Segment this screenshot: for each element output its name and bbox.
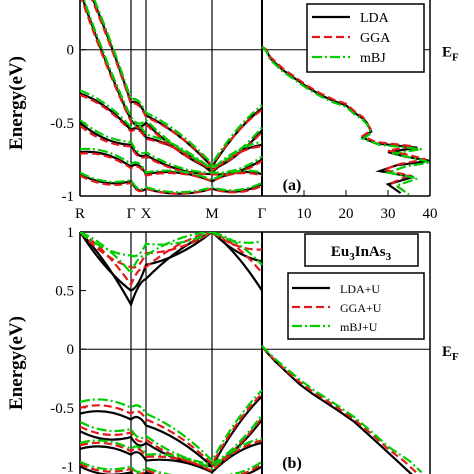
band-line-mbj <box>80 89 263 172</box>
legend-label: LDA <box>360 11 390 26</box>
legend: LDA GGA mBJ <box>306 3 425 73</box>
k-point-label: Γ <box>258 206 267 222</box>
k-point-label: X <box>141 206 152 222</box>
band-line-mbj <box>80 171 263 194</box>
legend: LDA+U GGA+U mBJ+U <box>287 272 425 340</box>
band-line-mbj <box>82 0 263 168</box>
panel-b: 1 0.5 0 -0.5 -1 Energy(eV) EF (b) LDA+U GGA+U mBJ+… <box>6 225 459 474</box>
band-line-lda-plusu <box>80 441 263 474</box>
fermi-label-main: E <box>442 344 452 360</box>
band-line-gga <box>80 174 263 195</box>
dos-x-tick-label: 10 <box>297 206 312 222</box>
y-tick-label: 1 <box>67 225 75 241</box>
band-line-mbj <box>93 0 263 166</box>
band-line-mbj-plusu <box>80 460 263 474</box>
legend-label: mBJ+U <box>340 320 378 334</box>
plot-series-group <box>80 232 423 474</box>
y-tick-label: -0.5 <box>50 116 74 132</box>
figure-layer: 0-0.5-1Energy(eV)EF(a)LDAGGAmBJ10.50-0.5… <box>6 0 459 474</box>
dos-line-mbj-plusu <box>261 344 423 474</box>
band-line-lda <box>80 173 263 195</box>
dos-x-tick-label: 30 <box>381 206 396 222</box>
legend-label: GGA <box>360 31 391 46</box>
plot-series-group <box>80 0 430 196</box>
fermi-label: EF <box>442 344 459 363</box>
band-line-lda-plusu <box>80 232 263 292</box>
y-tick-label: -0.5 <box>50 401 74 417</box>
fermi-label: EF <box>442 45 459 64</box>
band-line-mbj-plusu <box>80 437 263 471</box>
band-line-mbj <box>80 119 263 174</box>
panel-label: (b) <box>282 455 302 472</box>
band-line-mbj-plusu <box>80 414 263 466</box>
legend-label: LDA+U <box>340 282 380 296</box>
band-line-gga-plusu <box>80 463 263 474</box>
legend-label: mBJ <box>360 51 386 66</box>
band-line-gga-plusu <box>80 439 263 473</box>
compound-title-part: Eu <box>331 244 349 260</box>
k-point-label: R <box>75 206 85 222</box>
y-tick-label: -1 <box>62 189 75 205</box>
band-line-mbj <box>80 147 263 182</box>
compound-title: Eu3InAs3 <box>331 244 392 263</box>
band-line-gga-plusu <box>80 232 263 288</box>
panel-a: 0 -0.5 -1 Energy(eV) EF (a) LDA GGA mBJ <box>6 0 459 205</box>
band-line-gga-plusu <box>80 232 263 269</box>
band-line-gga <box>90 0 263 168</box>
band-line-mbj-plusu <box>80 232 263 276</box>
band-line-lda-plusu <box>80 465 263 474</box>
y-tick-label: -1 <box>62 459 75 474</box>
band-line-lda-plusu <box>80 395 263 469</box>
fermi-label-sub: F <box>452 351 459 363</box>
dos-line-mbj <box>261 46 430 196</box>
dos-x-tick-label: 20 <box>339 206 354 222</box>
dos-x-tick-label: 40 <box>423 206 438 222</box>
band-line-mbj-plusu <box>80 232 263 258</box>
compound-title-part: InAs <box>355 244 386 260</box>
y-tick-label: 0.5 <box>55 284 74 300</box>
y-tick-label: 0 <box>67 43 75 59</box>
k-point-label: M <box>205 206 218 222</box>
band-line-gga-plusu <box>80 392 263 466</box>
y-tick-label: 0 <box>67 342 75 358</box>
k-point-label: Γ <box>127 206 136 222</box>
fermi-label-main: E <box>442 45 452 61</box>
y-axis-title: Energy(eV) <box>6 316 27 410</box>
panel-label: (a) <box>283 177 302 194</box>
band-line-mbj-plusu <box>80 389 263 463</box>
band-line-gga-plusu <box>80 416 263 468</box>
band-line-gga <box>80 152 263 183</box>
compound-box <box>304 233 419 267</box>
fermi-label-sub: F <box>452 52 459 64</box>
compound-title-part: 3 <box>349 251 355 263</box>
y-axis-title: Energy(eV) <box>6 56 27 150</box>
compound-title-part: 3 <box>386 251 392 263</box>
legend-label: GGA+U <box>340 301 382 315</box>
band-line-gga <box>80 124 263 176</box>
